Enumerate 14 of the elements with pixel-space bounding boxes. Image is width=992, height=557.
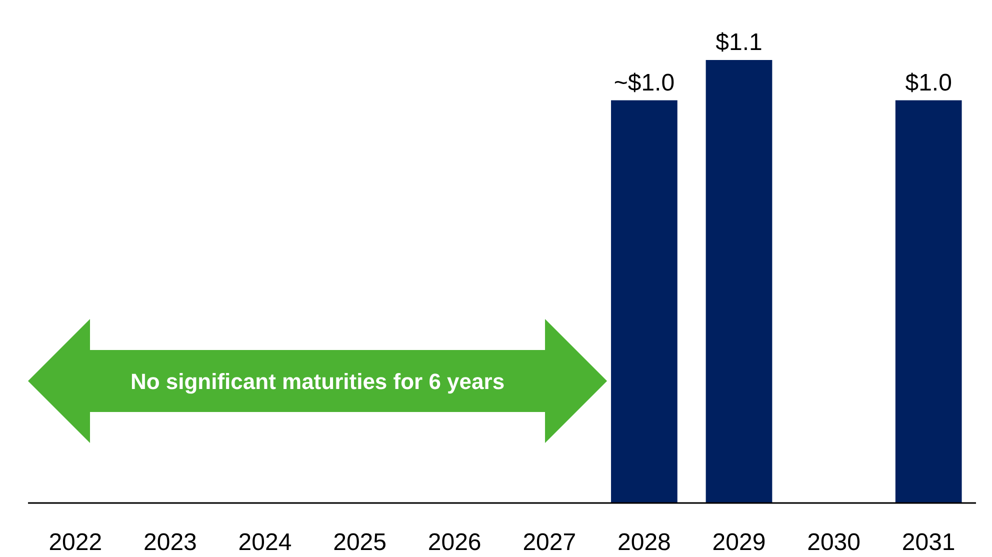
data-label: $1.0: [905, 69, 952, 96]
x-tick-label: 2022: [48, 529, 102, 556]
x-tick-label: 2029: [712, 529, 766, 556]
x-tick-label: 2031: [902, 529, 956, 556]
x-tick-label: 2023: [144, 529, 197, 556]
x-tick-label: 2030: [807, 529, 860, 556]
x-tick-label: 2024: [238, 529, 292, 556]
data-label: ~$1.0: [614, 69, 675, 96]
x-tick-label: 2026: [428, 529, 482, 556]
x-tick-label: 2027: [522, 529, 576, 556]
data-label: $1.1: [716, 29, 762, 56]
annotation: No significant maturities for 6 years: [130, 369, 505, 394]
x-tick-label: 2025: [333, 529, 386, 556]
x-tick-label: 2028: [618, 529, 671, 556]
